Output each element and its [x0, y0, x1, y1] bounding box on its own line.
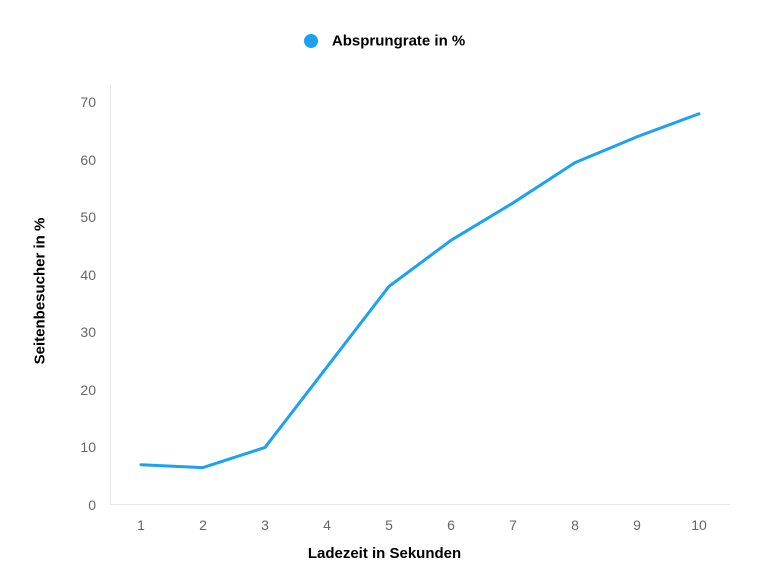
y-tick-label: 70: [80, 94, 96, 110]
y-tick-label: 50: [80, 209, 96, 225]
bounce-rate-chart: Absprungrate in % Seitenbesucher in % La…: [0, 0, 769, 582]
x-tick-label: 6: [447, 517, 455, 533]
x-tick-label: 4: [323, 517, 331, 533]
y-axis-label: Seitenbesucher in %: [32, 218, 49, 365]
x-tick-label: 8: [571, 517, 579, 533]
y-tick-label: 0: [88, 497, 96, 513]
x-tick-label: 5: [385, 517, 393, 533]
y-tick-label: 40: [80, 267, 96, 283]
x-tick-label: 7: [509, 517, 517, 533]
legend-marker: [304, 34, 318, 48]
x-axis-label: Ladezeit in Sekunden: [0, 545, 769, 562]
line-chart-svg: [110, 85, 730, 505]
x-tick-label: 1: [137, 517, 145, 533]
y-tick-label: 60: [80, 152, 96, 168]
y-tick-label: 30: [80, 324, 96, 340]
plot-area: 01020304050607012345678910: [110, 85, 730, 505]
x-tick-label: 3: [261, 517, 269, 533]
x-tick-label: 2: [199, 517, 207, 533]
legend-label: Absprungrate in %: [332, 33, 465, 50]
y-tick-label: 10: [80, 439, 96, 455]
data-line: [141, 114, 699, 468]
y-tick-label: 20: [80, 382, 96, 398]
chart-legend: Absprungrate in %: [0, 32, 769, 50]
x-tick-label: 9: [633, 517, 641, 533]
x-tick-label: 10: [691, 517, 707, 533]
